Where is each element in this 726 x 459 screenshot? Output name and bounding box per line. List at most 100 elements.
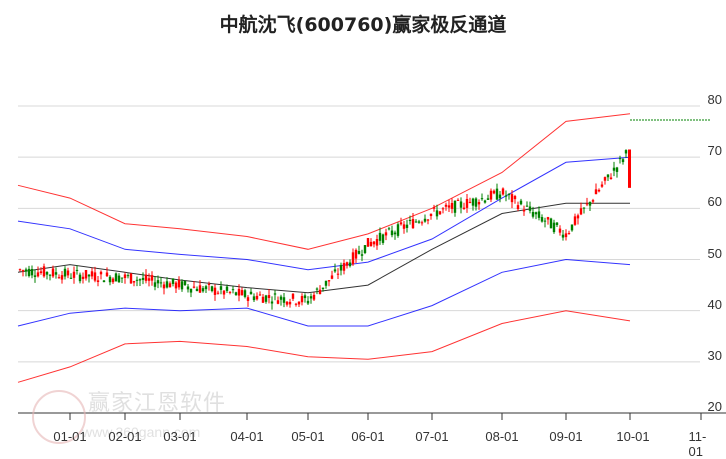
candle-body — [429, 213, 433, 217]
candle-body — [501, 188, 505, 195]
candle-body — [66, 270, 70, 276]
candle-body — [30, 268, 34, 276]
candle-body — [408, 219, 412, 221]
candle-body — [498, 194, 502, 199]
candle-body — [273, 293, 277, 295]
candle-body — [84, 269, 88, 279]
candle-body — [438, 211, 442, 215]
candle-body — [222, 290, 226, 295]
candle-body — [537, 211, 541, 218]
candle-body — [180, 281, 184, 290]
x-label-03-01: 03-01 — [163, 429, 197, 444]
candle-body — [390, 230, 394, 236]
candle-body — [225, 286, 229, 291]
candle-body — [441, 208, 445, 210]
candle-body — [309, 296, 313, 299]
candle-body — [396, 224, 400, 236]
candle-body — [129, 273, 133, 284]
candle-body — [399, 222, 403, 225]
candle-body — [45, 272, 49, 275]
candle-body — [219, 286, 223, 290]
candle-body — [324, 280, 328, 286]
candle-body — [60, 275, 64, 280]
candle-body — [243, 290, 247, 297]
candle-body — [24, 269, 28, 272]
candle-body — [453, 200, 457, 213]
candle-body — [603, 177, 607, 181]
x-label-08-01: 08-01 — [485, 429, 519, 444]
candle-body — [102, 280, 106, 283]
candle-body — [480, 198, 484, 200]
candle-body — [210, 286, 214, 292]
candle-body — [186, 286, 190, 290]
candle-body — [267, 295, 271, 298]
candle-body — [420, 222, 424, 224]
candle-body — [21, 270, 25, 272]
candle-body — [294, 303, 298, 305]
candle-body — [96, 280, 100, 282]
watermark-seal-icon — [32, 390, 86, 444]
candle-body — [276, 300, 280, 304]
candle-body — [369, 241, 373, 247]
outer_upper-line — [17, 113, 631, 250]
candle-body — [132, 281, 136, 283]
candle-body — [519, 200, 523, 205]
candle-body — [447, 205, 451, 208]
candle-body — [162, 284, 166, 289]
candle-body — [174, 282, 178, 289]
candle-body — [456, 199, 460, 201]
candle-body — [555, 222, 559, 226]
candle-body — [585, 203, 589, 205]
x-label-09-01: 09-01 — [549, 429, 583, 444]
candle-body — [282, 297, 286, 303]
candle-body — [522, 209, 526, 212]
candle-body — [168, 283, 172, 288]
candle-body — [363, 245, 367, 254]
inner_upper-line — [17, 156, 631, 271]
candle-body — [198, 285, 202, 293]
candle-body — [381, 234, 385, 243]
candle-body — [264, 295, 268, 302]
candle-body — [303, 295, 307, 299]
candle-body — [48, 274, 52, 276]
candle-body — [450, 203, 454, 209]
candle-body — [195, 288, 199, 292]
candle-body — [144, 274, 148, 281]
candle-body — [528, 206, 532, 211]
candle-body — [417, 221, 421, 223]
candle-body — [330, 275, 334, 279]
chart-title: 中航沈飞(600760)赢家极反通道 — [219, 14, 507, 36]
candle-body — [366, 238, 370, 247]
x-label-11-01: 11-01 — [688, 429, 707, 459]
candle-body — [306, 300, 310, 304]
candle-body — [249, 291, 253, 295]
candle-body — [231, 289, 235, 291]
candle-body — [582, 207, 586, 209]
candle-body — [189, 288, 193, 293]
candle-body — [123, 274, 127, 279]
candle-body — [387, 228, 391, 230]
candle-body — [108, 276, 112, 283]
candle-body — [516, 205, 520, 210]
candle-body — [414, 221, 418, 223]
candle-body — [540, 217, 544, 222]
candle-body — [351, 252, 355, 265]
y-label-70: 70 — [707, 143, 722, 158]
y-label-50: 50 — [707, 246, 722, 261]
candle-body — [93, 272, 97, 281]
candle-body — [336, 273, 340, 275]
x-label-01-01: 01-01 — [53, 429, 87, 444]
candle-body — [291, 293, 295, 299]
candle-body — [531, 211, 535, 217]
x-label-10-01: 10-01 — [616, 429, 650, 444]
candle-body — [237, 288, 241, 296]
candle-body — [411, 219, 415, 229]
candle-body — [564, 233, 568, 238]
candle-body — [333, 269, 337, 272]
candle-body — [570, 224, 574, 231]
candle-body — [504, 195, 508, 197]
y-label-80: 80 — [707, 92, 722, 107]
candle-body — [558, 228, 562, 233]
candle-body — [579, 208, 583, 215]
